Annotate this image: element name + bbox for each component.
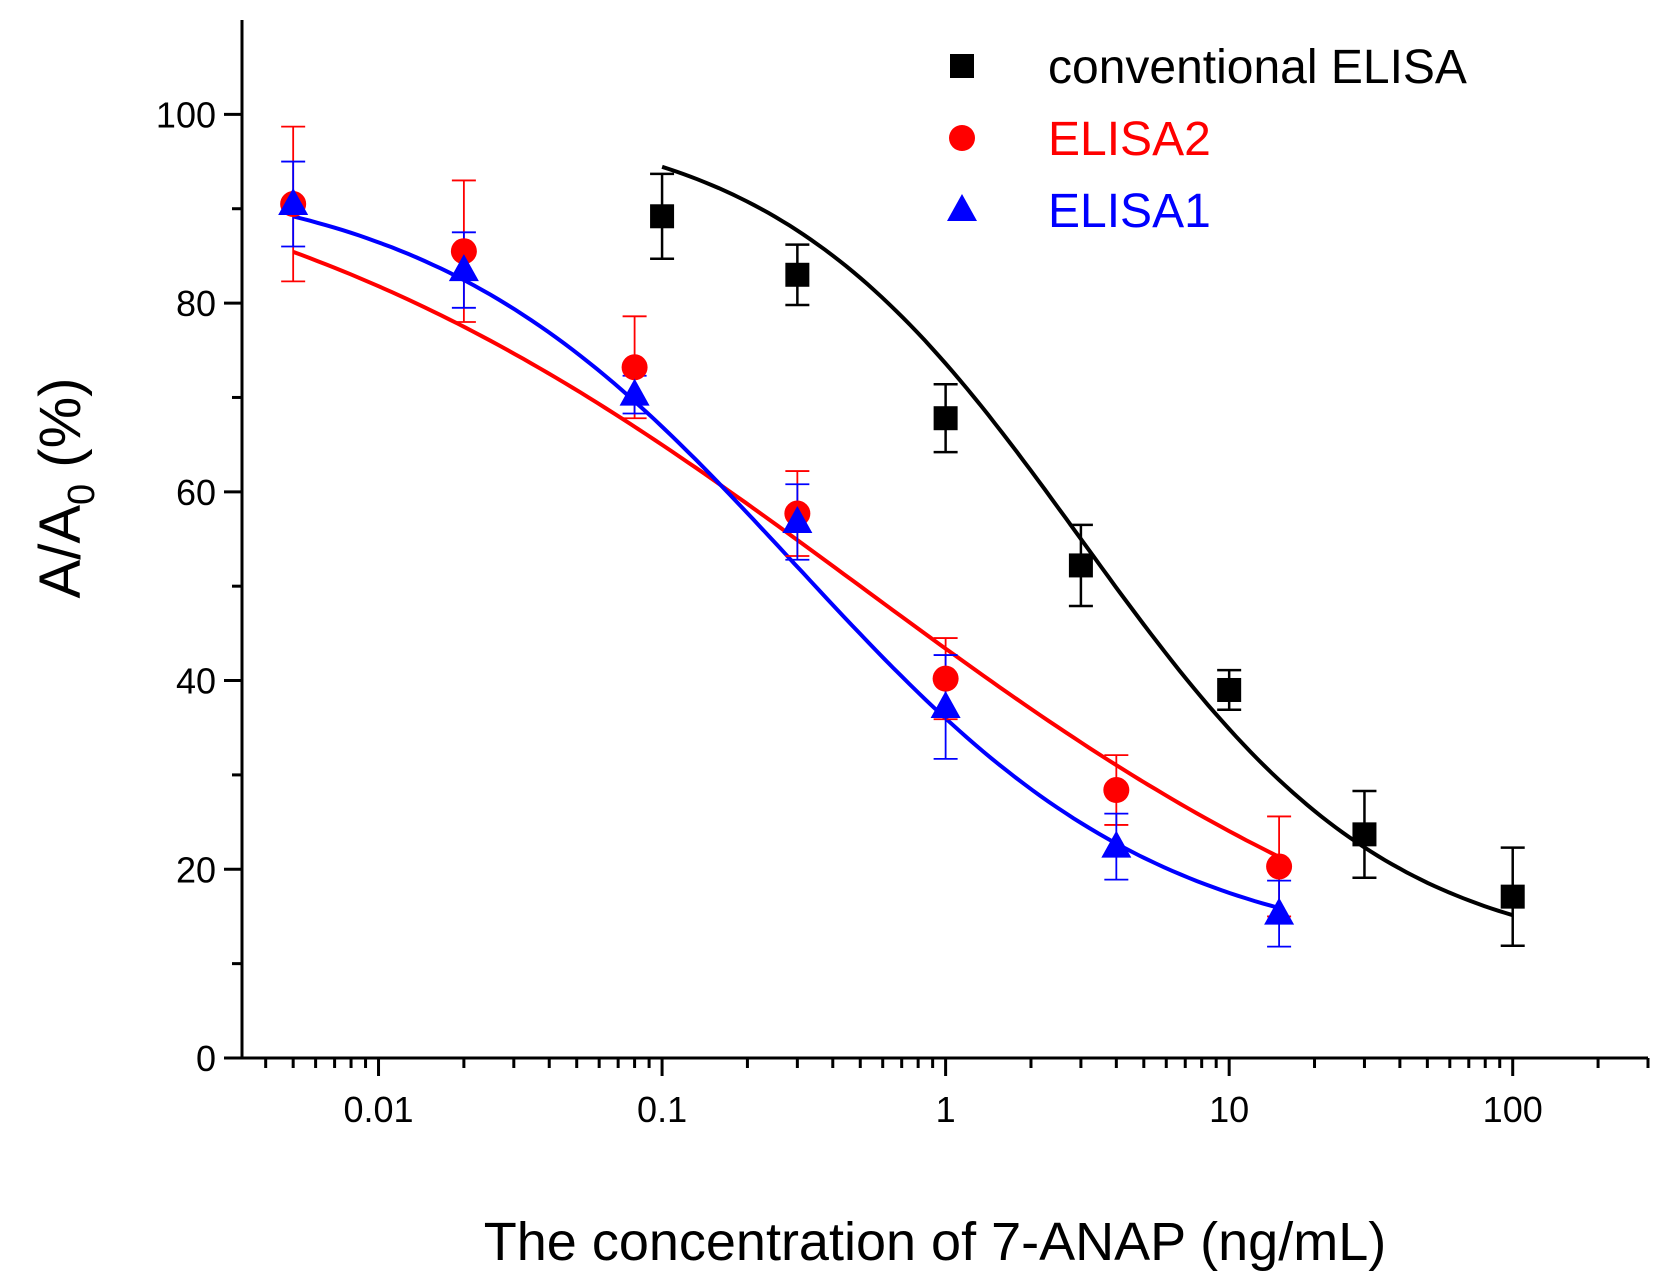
y-axis-title-sub: 0 bbox=[61, 484, 103, 505]
y-axis-title: A/A0 (%) bbox=[28, 378, 103, 599]
data-point-elisa1 bbox=[1264, 897, 1295, 925]
y-tick-label: 100 bbox=[156, 94, 216, 135]
x-tick-label: 0.1 bbox=[637, 1089, 687, 1130]
legend-label: ELISA1 bbox=[1048, 185, 1211, 238]
data-point-elisa2 bbox=[932, 665, 959, 692]
data-point-elisa2 bbox=[1266, 853, 1293, 880]
y-tick-labels: 0 20 40 60 80 100 bbox=[156, 94, 216, 1079]
data-point-elisa1 bbox=[782, 506, 813, 534]
markers bbox=[278, 188, 1525, 925]
x-tick-label: 0.01 bbox=[343, 1089, 413, 1130]
y-tick-label: 80 bbox=[176, 283, 216, 324]
legend-marker bbox=[947, 194, 977, 221]
data-point-conventional-elisa bbox=[1217, 677, 1242, 702]
data-point-conventional-elisa bbox=[1068, 553, 1093, 578]
legend-label: conventional ELISA bbox=[1048, 41, 1467, 94]
x-axis-title: The concentration of 7-ANAP (ng/mL) bbox=[484, 1212, 1386, 1272]
fit-line-elisa1 bbox=[292, 214, 1280, 910]
y-axis-title-main: A/A bbox=[28, 505, 93, 599]
legend-label: ELISA2 bbox=[1048, 113, 1211, 166]
data-point-elisa1 bbox=[619, 378, 650, 406]
data-point-elisa1 bbox=[930, 690, 961, 718]
y-tick-label: 20 bbox=[176, 849, 216, 890]
axes bbox=[224, 20, 1650, 1076]
data-point-elisa1 bbox=[1101, 830, 1132, 858]
legend: conventional ELISA ELISA2 ELISA1 bbox=[947, 41, 1467, 238]
data-point-conventional-elisa bbox=[933, 406, 958, 431]
data-point-elisa2 bbox=[621, 354, 648, 381]
y-tick-label: 0 bbox=[196, 1038, 216, 1079]
data-point-elisa1 bbox=[448, 254, 479, 282]
fit-line-conventional-elisa bbox=[661, 164, 1514, 918]
x-tick-label: 10 bbox=[1209, 1089, 1249, 1130]
y-tick-label: 40 bbox=[176, 661, 216, 702]
data-point-conventional-elisa bbox=[785, 262, 810, 287]
legend-marker bbox=[949, 125, 975, 151]
x-tick-labels: 0.01 0.1 1 10 100 bbox=[343, 1089, 1542, 1130]
y-axis-title-suffix: (%) bbox=[28, 378, 93, 484]
legend-marker bbox=[950, 54, 974, 78]
x-tick-label: 100 bbox=[1483, 1089, 1543, 1130]
data-point-elisa2 bbox=[1103, 777, 1130, 804]
x-tick-label: 1 bbox=[936, 1089, 956, 1130]
y-tick-label: 60 bbox=[176, 472, 216, 513]
data-point-conventional-elisa bbox=[650, 204, 675, 229]
data-point-elisa2 bbox=[450, 238, 477, 265]
data-point-conventional-elisa bbox=[1500, 884, 1525, 909]
data-point-conventional-elisa bbox=[1352, 822, 1377, 847]
data-point-elisa1 bbox=[278, 188, 309, 216]
